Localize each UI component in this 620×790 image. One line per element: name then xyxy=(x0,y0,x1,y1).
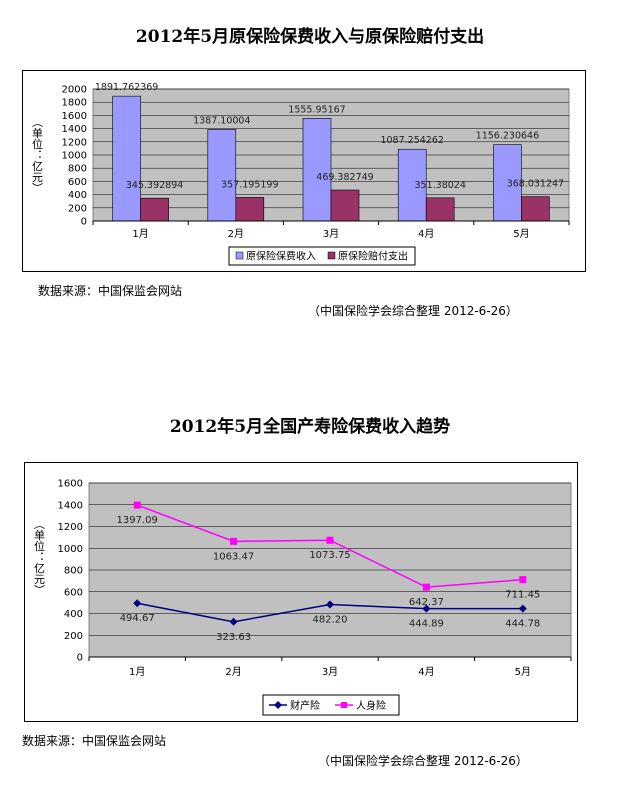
chart2-y-tick-label: 1200 xyxy=(58,522,83,533)
chart2-x-tick-label: 5月 xyxy=(515,666,531,678)
chart1-y-tick-label: 400 xyxy=(68,190,87,201)
chart2-point-series1-0 xyxy=(133,501,141,509)
chart1-data-label-series0-2: 1555.95167 xyxy=(288,104,345,115)
chart2-x-tick-label: 2月 xyxy=(225,666,241,678)
chart2-y-tick-label: 800 xyxy=(64,566,83,577)
chart1-y-tick-label: 1600 xyxy=(62,111,87,122)
chart1-x-tick-label: 3月 xyxy=(323,228,339,240)
chart1-y-ticks: 0 200 400 600 800 1000 1200 1400 1600 1800 2000 xyxy=(62,85,87,228)
chart1-y-tick-label: 1400 xyxy=(62,124,87,135)
chart1-data-label-series1-4: 368.031247 xyxy=(507,179,564,190)
chart2-legend: 财产险 人身险 xyxy=(262,694,400,716)
chart2-svg: 0 200 400 600 800 1000 1200 1400 1600 494.67 323.… xyxy=(33,479,572,716)
chart1-ylabel: （单位：亿元） xyxy=(31,117,44,194)
chart1-y-tick-label: 1800 xyxy=(62,98,87,109)
chart2-data-label-series1-1: 1063.47 xyxy=(213,551,254,562)
chart1-y-tick-label: 1200 xyxy=(62,137,87,148)
chart1-y-tick-label: 2000 xyxy=(62,85,87,96)
chart2-credit: （中国保险学会综合整理 2012-6-26） xyxy=(318,754,528,768)
chart2-y-tick-label: 0 xyxy=(77,653,83,664)
chart1-legend-label-0: 原保险保费收入 xyxy=(246,250,316,263)
chart1-bar-series1-2 xyxy=(330,189,360,222)
chart1-x-tick-label: 5月 xyxy=(513,228,529,240)
chart2-point-series0-1 xyxy=(229,617,238,626)
chart2-point-series1-2 xyxy=(326,536,334,544)
chart1-svg: 0 200 400 600 800 1000 1200 1400 1600 1800 2000 18… xyxy=(31,82,570,266)
chart1-bar-series0-2 xyxy=(302,118,332,222)
chart2-data-label-series0-2: 482.20 xyxy=(313,615,348,626)
chart1-y-tick-label: 1000 xyxy=(62,151,87,162)
chart1-data-label-series1-0: 345.392894 xyxy=(126,180,183,191)
chart2-source: 数据来源：中国保监会网站 xyxy=(22,734,167,748)
chart2-x-tick-label: 3月 xyxy=(322,666,338,678)
chart2-point-series1-1 xyxy=(230,537,238,545)
chart2-point-series0-3 xyxy=(422,604,431,613)
chart2-data-label-series0-1: 323.63 xyxy=(216,632,251,643)
chart2-y-tick-label: 600 xyxy=(64,587,83,598)
chart2-data-label-series1-3: 642.37 xyxy=(409,597,444,608)
chart2-y-tick-label: 200 xyxy=(64,631,83,642)
chart1-legend-swatch-1 xyxy=(327,251,336,260)
chart1-bar-series1-1 xyxy=(235,197,265,222)
chart1-bar-series0-4 xyxy=(493,144,522,222)
chart2-lines: 494.67 323.63 482.20 444.89 444.78 1397.09 106… xyxy=(117,501,540,643)
chart2-y-tick-label: 400 xyxy=(64,609,83,620)
chart2-x-tick-label: 1月 xyxy=(129,666,145,678)
chart1-title: 2012年5月原保险保费收入与原保险赔付支出 xyxy=(135,27,485,47)
chart2-frame: 0 200 400 600 800 1000 1200 1400 1600 494.67 323.… xyxy=(24,462,578,722)
chart2-x-ticks: 1月 2月 3月 4月 5月 xyxy=(88,656,572,678)
chart1-bar-series0-1 xyxy=(207,129,237,222)
chart1-data-label-series0-0: 1891.762369 xyxy=(95,82,158,93)
chart1-x-tick-label: 4月 xyxy=(418,228,434,240)
chart2-point-series0-0 xyxy=(133,599,142,608)
chart1-bar-series0-0 xyxy=(112,95,141,222)
chart1-legend-label-1: 原保险赔付支出 xyxy=(338,250,408,263)
chart2-data-label-series0-4: 444.78 xyxy=(505,619,540,630)
chart1-frame: 0 200 400 600 800 1000 1200 1400 1600 1800 2000 18… xyxy=(22,70,586,272)
chart1-credit: （中国保险学会综合整理 2012-6-26） xyxy=(308,304,518,318)
chart2-data-label-series1-0: 1397.09 xyxy=(117,515,158,526)
chart2-data-label-series0-0: 494.67 xyxy=(120,613,155,624)
chart2-y-ticks: 0 200 400 600 800 1000 1200 1400 1600 xyxy=(58,479,83,664)
chart2-y-tick-label: 1600 xyxy=(58,479,83,490)
chart2-y-tick-label: 1000 xyxy=(58,544,83,555)
chart1-bar-series1-0 xyxy=(140,197,169,222)
chart1-legend-swatch-0 xyxy=(235,251,244,260)
chart1-y-tick-label: 800 xyxy=(68,164,87,175)
chart2-data-label-series0-3: 444.89 xyxy=(409,619,444,630)
chart1-y-tick-label: 200 xyxy=(68,203,87,214)
chart1-y-tick-label: 600 xyxy=(68,177,87,188)
chart2-legend-label-1: 人身险 xyxy=(356,699,386,712)
chart1-data-label-series0-3: 1087.254262 xyxy=(380,135,443,146)
chart2-title: 2012年5月全国产寿险保费收入趋势 xyxy=(169,417,451,437)
chart2-point-series0-4 xyxy=(518,604,527,613)
chart2-data-label-series1-4: 711.45 xyxy=(505,590,540,601)
chart1-data-label-series1-3: 351.38024 xyxy=(415,180,466,191)
chart2-point-series1-4 xyxy=(519,576,527,584)
chart2-y-tick-label: 1400 xyxy=(58,500,83,511)
chart2-point-series1-3 xyxy=(422,583,430,591)
chart1-source: 数据来源：中国保监会网站 xyxy=(38,284,183,298)
chart2-ylabel: （单位：亿元） xyxy=(33,519,46,596)
chart1-x-tick-label: 1月 xyxy=(132,228,148,240)
chart2-point-series0-2 xyxy=(326,600,334,609)
chart1-legend: 原保险保费收入 原保险赔付支出 xyxy=(228,246,416,266)
chart2-data-label-series1-2: 1073.75 xyxy=(309,550,350,561)
chart1-data-label-series1-1: 357.195199 xyxy=(221,179,278,190)
chart1-data-label-series1-2: 469.382749 xyxy=(316,172,373,183)
chart2-legend-marker-1 xyxy=(341,702,347,708)
chart1-bar-series1-3 xyxy=(425,197,455,222)
chart2-x-tick-label: 4月 xyxy=(418,666,434,678)
chart1-data-label-series0-4: 1156.230646 xyxy=(476,131,539,142)
chart1-y-tick-label: 0 xyxy=(81,217,87,228)
chart2-legend-marker-0 xyxy=(274,701,282,709)
chart2-legend-label-0: 财产险 xyxy=(290,699,320,712)
chart1-data-label-series0-1: 1387.10004 xyxy=(193,115,250,126)
chart1-x-ticks: 1月 2月 3月 4月 5月 xyxy=(92,220,570,240)
chart1-bar-series1-4 xyxy=(521,196,550,222)
chart1-x-tick-label: 2月 xyxy=(228,228,244,240)
